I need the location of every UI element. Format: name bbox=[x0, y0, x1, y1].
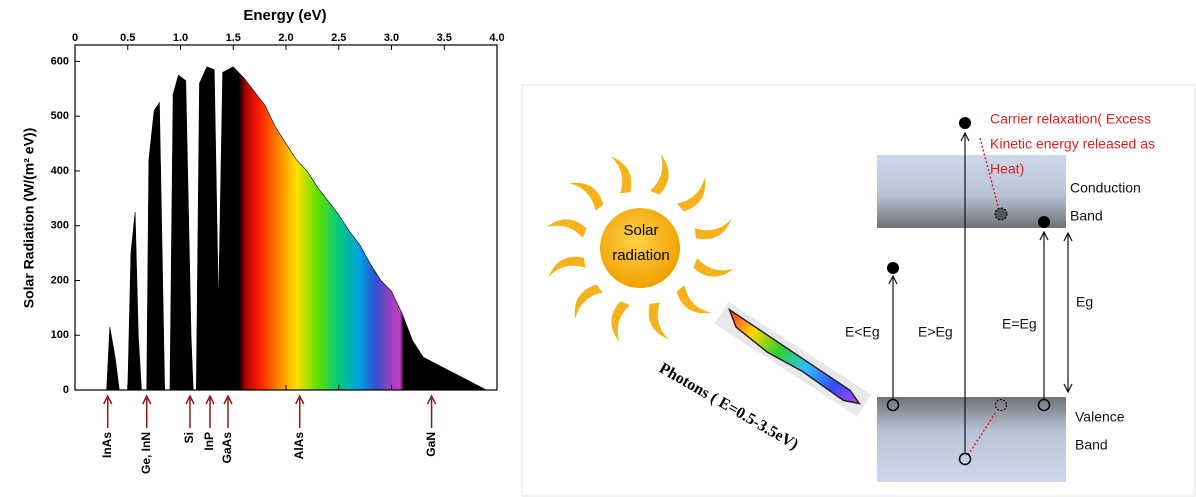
material-arrowhead bbox=[103, 394, 113, 405]
x-tick-label: 1.5 bbox=[226, 32, 241, 44]
y-tick-label: 600 bbox=[51, 55, 69, 67]
relaxation-label: Carrier relaxation( Excess bbox=[990, 111, 1151, 127]
material-label: AlAs bbox=[292, 432, 306, 460]
material-arrowhead bbox=[223, 394, 233, 405]
photon-beam bbox=[714, 301, 872, 417]
transitions bbox=[888, 131, 1073, 453]
sun-ray bbox=[677, 177, 706, 212]
y-tick-label: 400 bbox=[51, 165, 69, 177]
sun-label: Solar bbox=[623, 222, 658, 239]
sun-ray bbox=[676, 285, 711, 314]
sun-ray bbox=[569, 182, 604, 211]
diagram-panel bbox=[521, 84, 1196, 497]
sun-ray bbox=[548, 256, 586, 278]
x-tick-label: 4.0 bbox=[489, 32, 504, 44]
carriers bbox=[886, 117, 1051, 466]
sun-ray bbox=[546, 219, 587, 238]
band-label: Conduction bbox=[1070, 180, 1141, 196]
sun-ray bbox=[650, 154, 669, 195]
conduction-band bbox=[877, 155, 1066, 228]
valence-band bbox=[877, 397, 1066, 482]
sun-label: radiation bbox=[612, 247, 670, 264]
x-tick-label: 1.0 bbox=[173, 32, 188, 44]
material-arrowhead bbox=[205, 394, 215, 405]
sun-ray bbox=[611, 301, 630, 342]
x-tick-label: 0.5 bbox=[120, 32, 135, 44]
y-tick-label: 300 bbox=[51, 220, 69, 232]
y-tick-label: 100 bbox=[51, 329, 69, 341]
sun-ray bbox=[648, 302, 670, 340]
material-label: Ge, InN bbox=[139, 432, 153, 474]
sun-ray bbox=[694, 218, 732, 240]
material-arrowhead bbox=[426, 394, 437, 405]
x-tick-label: 2.5 bbox=[331, 32, 346, 44]
material-label: GaAs bbox=[220, 432, 234, 464]
sun-rays bbox=[546, 154, 734, 342]
sun-ray bbox=[610, 156, 632, 194]
sun-ray bbox=[693, 258, 734, 277]
band-label: Valence bbox=[1075, 409, 1125, 425]
band-label: Band bbox=[1075, 437, 1108, 453]
material-label: Si bbox=[182, 432, 196, 443]
transition-label: E=Eg bbox=[1002, 316, 1037, 332]
y-tick-label: 500 bbox=[51, 110, 69, 122]
transition-label: E>Eg bbox=[918, 324, 953, 340]
x-tick-label: 3.5 bbox=[437, 32, 452, 44]
sun-ray bbox=[574, 284, 603, 319]
material-arrowhead bbox=[142, 394, 152, 405]
sun bbox=[600, 208, 680, 288]
relaxation-arrows bbox=[967, 137, 999, 456]
relaxation-label: Kinetic energy released as bbox=[990, 136, 1155, 152]
material-label: GaN bbox=[424, 432, 438, 457]
x-tick-label: 2.0 bbox=[278, 32, 293, 44]
gap-label: Eg bbox=[1076, 294, 1093, 310]
y-tick-label: 200 bbox=[51, 274, 69, 286]
chart-title: Energy (eV) bbox=[243, 7, 326, 24]
transition-label: E<Eg bbox=[845, 324, 880, 340]
material-arrowhead bbox=[295, 394, 305, 405]
x-tick-label: 0 bbox=[72, 32, 78, 44]
y-tick-label: 0 bbox=[63, 384, 69, 396]
material-label: InAs bbox=[100, 432, 114, 458]
y-axis-label: Solar Radiation (W/(m² eV)) bbox=[21, 128, 37, 308]
x-tick-label: 3.0 bbox=[384, 32, 399, 44]
band-label: Band bbox=[1070, 208, 1103, 224]
relaxation-label: Heat) bbox=[990, 161, 1024, 177]
material-arrowhead bbox=[185, 394, 195, 405]
material-label: InP bbox=[202, 432, 216, 451]
